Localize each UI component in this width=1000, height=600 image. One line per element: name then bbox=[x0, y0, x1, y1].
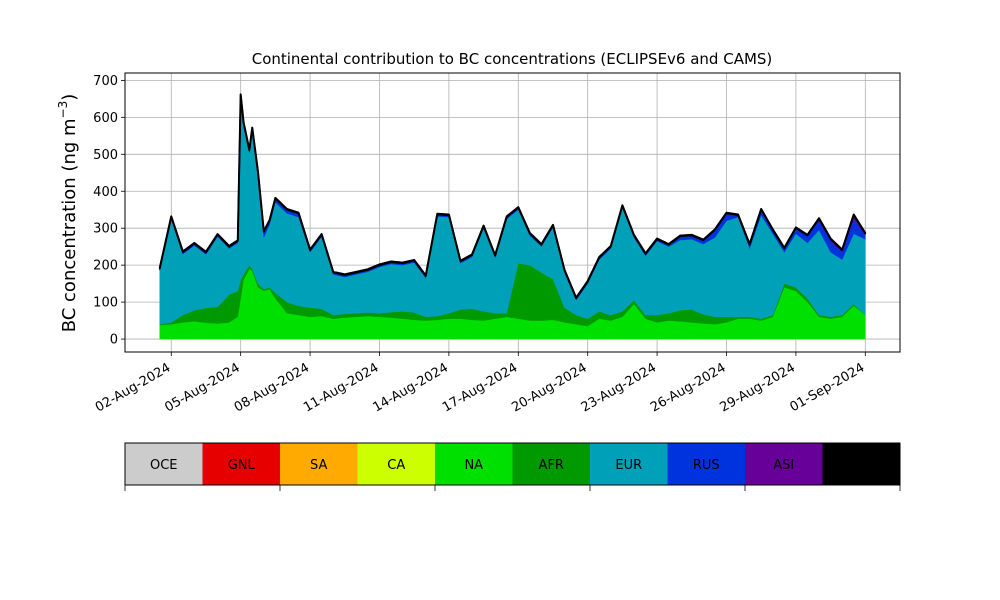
y-axis-label-superscript: −3 bbox=[56, 101, 70, 119]
x-axis: 02-Aug-202405-Aug-202408-Aug-202411-Aug-… bbox=[93, 352, 867, 416]
x-tick-label: 17-Aug-2024 bbox=[440, 360, 520, 415]
x-tick-label: 05-Aug-2024 bbox=[162, 360, 242, 415]
colorbar-label: EUR bbox=[615, 458, 642, 473]
colorbar-swatch-rus bbox=[667, 443, 746, 485]
colorbar-label: AFR bbox=[539, 458, 564, 473]
y-tick-label: 500 bbox=[93, 148, 118, 163]
y-axis-label-text: BC concentration (ng m bbox=[59, 118, 80, 332]
x-tick-label: 11-Aug-2024 bbox=[301, 360, 381, 415]
y-tick-label: 200 bbox=[93, 259, 118, 274]
y-axis-label-close: ) bbox=[59, 94, 80, 101]
x-tick-label: 29-Aug-2024 bbox=[718, 360, 798, 415]
colorbar-frame bbox=[124, 442, 901, 486]
colorbar-label: NA bbox=[464, 458, 483, 473]
colorbar-swatch-oce bbox=[125, 443, 203, 485]
colorbar-label: CA bbox=[387, 458, 405, 473]
y-tick-label: 600 bbox=[93, 111, 118, 126]
y-axis-label: BC concentration (ng m−3) bbox=[56, 94, 80, 333]
y-tick-label: 400 bbox=[93, 185, 118, 200]
x-tick-label: 02-Aug-2024 bbox=[93, 360, 173, 415]
colorbar-swatch-gnl bbox=[202, 443, 281, 485]
x-tick-label: 26-Aug-2024 bbox=[648, 360, 728, 415]
colorbar-label: AUS bbox=[848, 458, 875, 473]
colorbar-legend: OCE GNL SA CA NA AFR EUR RUS ASI AUS bbox=[124, 442, 901, 491]
y-axis: 0 100 200 300 400 500 600 700 bbox=[93, 74, 125, 348]
colorbar-label: SA bbox=[310, 458, 327, 473]
colorbar-label: RUS bbox=[693, 458, 720, 473]
x-tick-label: 23-Aug-2024 bbox=[579, 360, 659, 415]
y-tick-label: 0 bbox=[110, 333, 118, 348]
x-tick-label: 14-Aug-2024 bbox=[371, 360, 451, 415]
y-tick-label: 100 bbox=[93, 296, 118, 311]
colorbar-swatch-na bbox=[435, 443, 513, 485]
colorbar-label: GNL bbox=[228, 458, 256, 473]
colorbar-label: OCE bbox=[150, 458, 178, 473]
x-tick-label: 08-Aug-2024 bbox=[232, 360, 312, 415]
colorbar-swatch-sa bbox=[280, 443, 358, 485]
colorbar-swatch-aus bbox=[822, 443, 901, 485]
colorbar-swatch-eur bbox=[590, 443, 668, 485]
colorbar-label: ASI bbox=[773, 458, 794, 473]
plot-frame bbox=[124, 72, 901, 353]
stacked-areas bbox=[158, 93, 867, 340]
colorbar-swatch-ca bbox=[357, 443, 436, 485]
chart-title: Continental contribution to BC concentra… bbox=[252, 50, 773, 68]
total-outline bbox=[158, 93, 867, 299]
x-tick-label: 20-Aug-2024 bbox=[509, 360, 589, 415]
colorbar-swatch-asi bbox=[745, 443, 823, 485]
colorbar-swatch-afr bbox=[512, 443, 591, 485]
y-tick-label: 300 bbox=[93, 222, 118, 237]
x-tick-label: 01-Sep-2024 bbox=[787, 360, 867, 415]
y-tick-label: 700 bbox=[93, 74, 118, 89]
